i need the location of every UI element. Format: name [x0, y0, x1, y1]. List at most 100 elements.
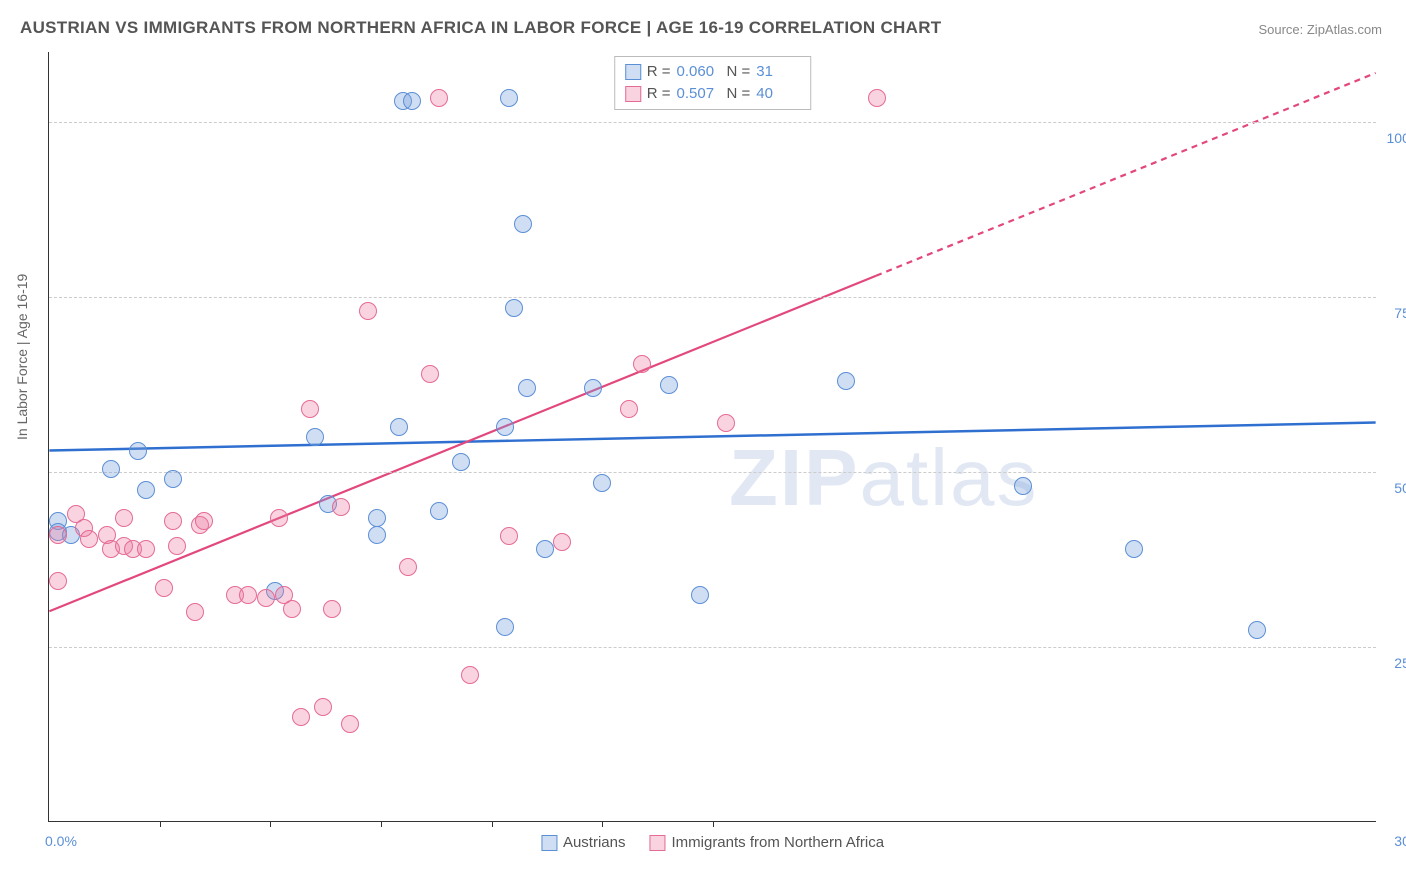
x-tick: [270, 821, 271, 827]
x-tick: [381, 821, 382, 827]
y-tick-label: 75.0%: [1384, 305, 1406, 321]
data-point: [536, 540, 554, 558]
watermark-zip: ZIP: [729, 433, 859, 522]
data-point: [186, 603, 204, 621]
data-point: [155, 579, 173, 597]
swatch-austrians: [625, 64, 641, 80]
y-axis-label: In Labor Force | Age 16-19: [14, 274, 30, 440]
data-point: [584, 379, 602, 397]
data-point: [137, 481, 155, 499]
x-tick: [160, 821, 161, 827]
data-point: [1248, 621, 1266, 639]
data-point: [1014, 477, 1032, 495]
data-point: [1125, 540, 1143, 558]
y-tick-label: 25.0%: [1384, 655, 1406, 671]
data-point: [390, 418, 408, 436]
x-axis-max-label: 30.0%: [1394, 833, 1406, 849]
data-point: [341, 715, 359, 733]
data-point: [164, 512, 182, 530]
legend-row-austrians: R = 0.060 N = 31: [625, 61, 801, 83]
data-point: [691, 586, 709, 604]
data-point: [102, 460, 120, 478]
data-point: [403, 92, 421, 110]
data-point: [80, 530, 98, 548]
n-label: N =: [727, 61, 751, 83]
plot-area: ZIPatlas R = 0.060 N = 31 R = 0.507 N = …: [48, 52, 1376, 822]
data-point: [518, 379, 536, 397]
data-point: [301, 400, 319, 418]
data-point: [137, 540, 155, 558]
data-point: [868, 89, 886, 107]
data-point: [168, 537, 186, 555]
data-point: [452, 453, 470, 471]
data-point: [496, 418, 514, 436]
data-point: [399, 558, 417, 576]
x-tick: [492, 821, 493, 827]
legend-item-austrians: Austrians: [541, 834, 626, 851]
data-point: [306, 428, 324, 446]
data-point: [368, 526, 386, 544]
data-point: [49, 572, 67, 590]
legend-item-immigrants: Immigrants from Northern Africa: [649, 834, 884, 851]
r-value-austrians: 0.060: [677, 61, 721, 83]
gridline: [49, 297, 1376, 298]
gridline: [49, 647, 1376, 648]
data-point: [461, 666, 479, 684]
data-point: [195, 512, 213, 530]
n-value-immigrants: 40: [756, 83, 800, 105]
data-point: [430, 89, 448, 107]
r-value-immigrants: 0.507: [677, 83, 721, 105]
data-point: [239, 586, 257, 604]
legend-row-immigrants: R = 0.507 N = 40: [625, 83, 801, 105]
r-label: R =: [647, 83, 671, 105]
data-point: [314, 698, 332, 716]
data-point: [593, 474, 611, 492]
data-point: [359, 302, 377, 320]
y-tick-label: 50.0%: [1384, 480, 1406, 496]
data-point: [553, 533, 571, 551]
data-point: [620, 400, 638, 418]
correlation-legend: R = 0.060 N = 31 R = 0.507 N = 40: [614, 56, 812, 110]
data-point: [633, 355, 651, 373]
data-point: [505, 299, 523, 317]
gridline: [49, 472, 1376, 473]
data-point: [257, 589, 275, 607]
swatch-immigrants-icon: [649, 835, 665, 851]
legend-label-austrians: Austrians: [563, 834, 626, 851]
data-point: [283, 600, 301, 618]
data-point: [49, 526, 67, 544]
data-point: [514, 215, 532, 233]
data-point: [496, 618, 514, 636]
x-tick: [602, 821, 603, 827]
swatch-immigrants: [625, 86, 641, 102]
gridline: [49, 122, 1376, 123]
data-point: [115, 509, 133, 527]
data-point: [164, 470, 182, 488]
data-point: [500, 89, 518, 107]
chart-title: AUSTRIAN VS IMMIGRANTS FROM NORTHERN AFR…: [20, 18, 941, 38]
trend-lines-layer: [49, 52, 1376, 821]
data-point: [421, 365, 439, 383]
n-label: N =: [727, 83, 751, 105]
data-point: [368, 509, 386, 527]
data-point: [270, 509, 288, 527]
data-point: [323, 600, 341, 618]
swatch-austrians-icon: [541, 835, 557, 851]
series-legend: Austrians Immigrants from Northern Afric…: [541, 834, 884, 851]
data-point: [837, 372, 855, 390]
data-point: [717, 414, 735, 432]
x-tick: [713, 821, 714, 827]
data-point: [500, 527, 518, 545]
x-axis-min-label: 0.0%: [45, 833, 77, 849]
data-point: [660, 376, 678, 394]
watermark: ZIPatlas: [729, 432, 1038, 524]
r-label: R =: [647, 61, 671, 83]
data-point: [332, 498, 350, 516]
data-point: [430, 502, 448, 520]
data-point: [129, 442, 147, 460]
legend-label-immigrants: Immigrants from Northern Africa: [671, 834, 884, 851]
data-point: [292, 708, 310, 726]
source-attribution: Source: ZipAtlas.com: [1258, 22, 1382, 37]
y-tick-label: 100.0%: [1384, 130, 1406, 146]
watermark-atlas: atlas: [859, 433, 1038, 522]
